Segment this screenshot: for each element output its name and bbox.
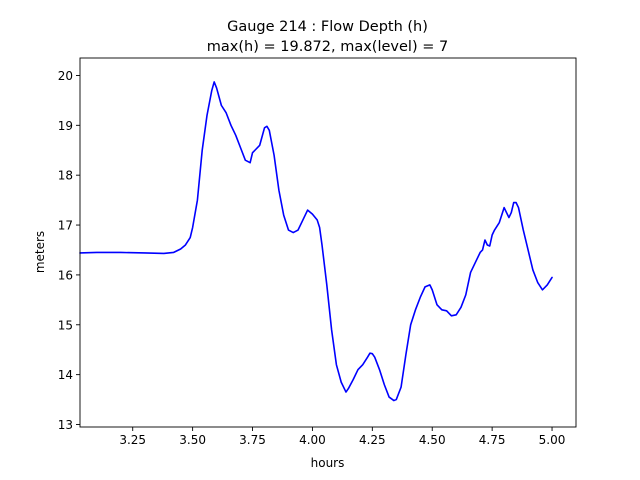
x-tick-label: 5.00 [539,433,566,447]
x-tick-label: 4.00 [299,433,326,447]
x-tick-label: 3.25 [119,433,146,447]
y-tick-label: 19 [58,119,73,133]
x-tick-label: 4.25 [359,433,386,447]
chart-title: Gauge 214 : Flow Depth (h) [227,19,428,35]
y-tick-label: 17 [58,219,73,233]
y-tick-label: 13 [58,418,73,432]
x-axis-label: hours [311,456,345,470]
x-tick-label: 4.50 [419,433,446,447]
y-tick-label: 14 [58,368,73,382]
y-tick-label: 18 [58,169,73,183]
x-tick-label: 3.50 [179,433,206,447]
y-tick-label: 15 [58,318,73,332]
x-tick-label: 3.75 [239,433,266,447]
axes-layer: 3.25 3.50 3.75 4.00 4.25 4.50 4.75 5.00 13 14 15 16… [58,57,577,447]
series-layer [79,81,553,402]
y-axis-label: meters [33,231,47,273]
chart-subtitle: max(h) = 19.872, max(level) = 7 [207,39,448,55]
y-tick-label: 16 [58,268,73,282]
axes-frame [79,57,577,428]
y-tick-label: 20 [58,69,73,83]
x-tick-label: 4.75 [479,433,506,447]
series-line-0 [79,81,553,402]
